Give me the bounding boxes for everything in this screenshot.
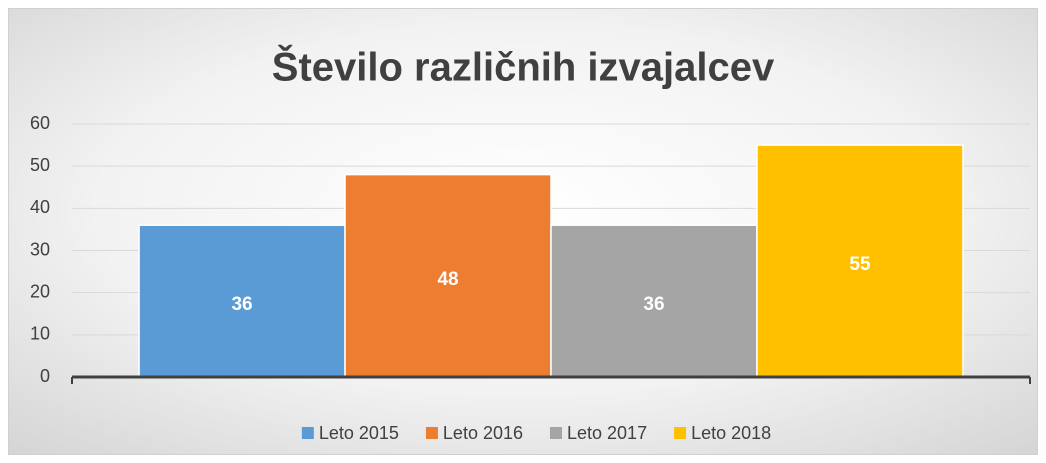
bar (138, 224, 346, 378)
data-label: 55 (849, 254, 871, 275)
y-tick-label: 0 (40, 366, 50, 386)
y-tick-label: 10 (30, 324, 50, 344)
y-tick-label: 50 (30, 155, 50, 175)
bar (550, 224, 758, 378)
y-tick-label: 40 (30, 197, 50, 217)
legend-label: Leto 2016 (443, 423, 523, 443)
legend-label: Leto 2017 (567, 423, 647, 443)
legend-swatch (425, 427, 438, 439)
data-label: 36 (643, 294, 664, 315)
y-tick-label: 20 (30, 281, 50, 301)
bar (756, 144, 964, 378)
data-label: 48 (437, 269, 458, 290)
legend-swatch (674, 427, 687, 439)
y-tick-label: 30 (30, 239, 50, 259)
data-label: 36 (231, 294, 252, 315)
legend-label: Leto 2015 (319, 423, 399, 443)
bar (344, 173, 552, 378)
chart-title: Število različnih izvajalcev (272, 44, 775, 90)
legend-label: Leto 2018 (691, 423, 771, 443)
legend-swatch (301, 427, 314, 439)
legend-swatch (550, 427, 562, 439)
y-tick-label: 60 (30, 113, 50, 133)
